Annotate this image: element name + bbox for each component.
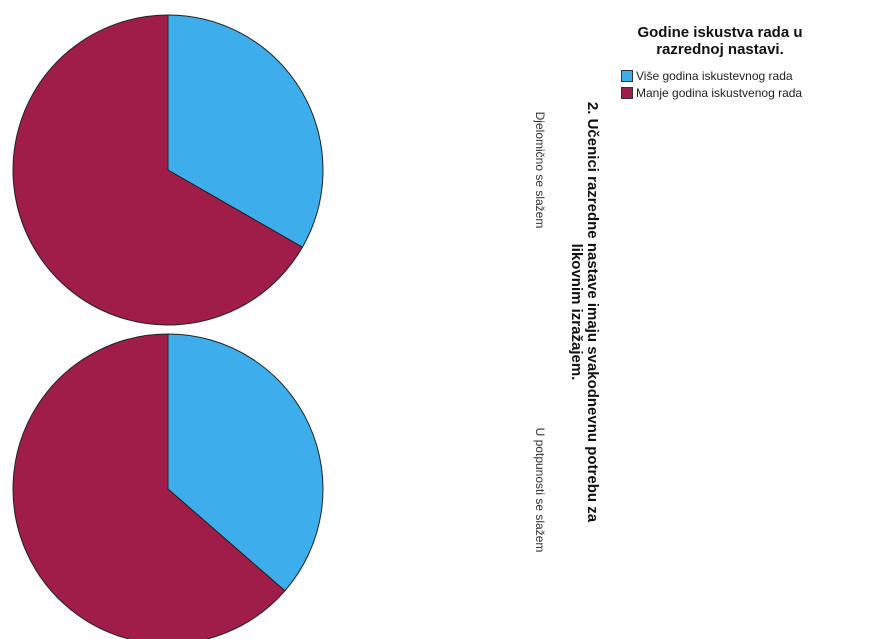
pie-slice-manje-1 (12, 333, 286, 639)
chart-title-line-1: 2. Učenici razredne nastave imaju svakod… (584, 101, 601, 523)
pie-slice-vise-0 (167, 14, 324, 248)
pie-slice-manje-0 (12, 14, 304, 326)
legend-item-manje: Manje godina iskustvenog rada (621, 84, 870, 101)
legend-label-manje: Manje godina iskustvenog rada (636, 85, 803, 100)
legend-title-line-2: razrednoj nastavi. (656, 41, 784, 58)
pie-djelomicno (12, 14, 324, 326)
panel-label-u-potpunosti: U potpunosti se slažem (533, 427, 547, 553)
legend-swatch-vise (621, 69, 633, 82)
legend-swatch-manje (621, 86, 633, 99)
legend-item-vise: Više godina iskustevnog rada (621, 67, 870, 84)
legend-title: Godine iskustva rada u razrednoj nastavi… (620, 24, 820, 58)
legend-title-line-1: Godine iskustva rada u (637, 24, 803, 41)
legend: Godine iskustva rada u razrednoj nastavi… (620, 24, 870, 101)
pie-u-potpunosti (12, 333, 324, 639)
panel-label-djelomicno: Djelomično se slažem (533, 111, 547, 229)
chart-title: 2. Učenici razredne nastave imaju svakod… (568, 101, 601, 523)
chart-title-line-2: likovnim izražajem. (568, 243, 585, 381)
pie-slice-vise-1 (167, 333, 324, 592)
legend-label-vise: Više godina iskustevnog rada (636, 68, 793, 83)
